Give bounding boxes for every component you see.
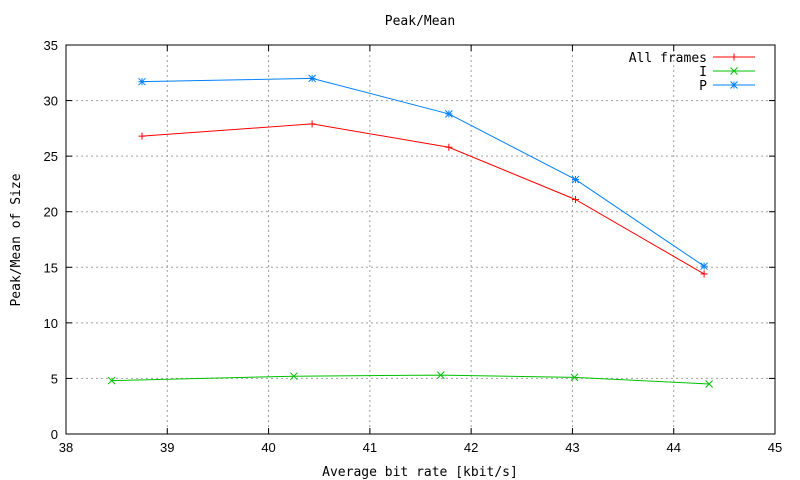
- data-point-marker: [308, 74, 316, 83]
- x-tick-label: 44: [666, 440, 680, 455]
- y-axis-label: Peak/Mean of Size: [9, 173, 24, 306]
- legend-entry: I: [699, 65, 755, 80]
- chart-title: Peak/Mean: [385, 14, 455, 29]
- data-point-marker: [570, 373, 579, 382]
- y-tick-label: 10: [44, 316, 58, 331]
- y-tick-label: 0: [51, 427, 58, 442]
- data-point-marker: [138, 77, 146, 86]
- data-point-marker: [308, 120, 316, 128]
- y-tick-label: 35: [44, 38, 58, 53]
- x-tick-label: 38: [59, 440, 73, 455]
- data-point-marker: [700, 270, 708, 278]
- series-i: [107, 371, 714, 388]
- series-line: [111, 374, 710, 385]
- data-point-marker: [730, 81, 738, 89]
- data-point-marker: [290, 372, 298, 381]
- data-point-marker: [445, 110, 453, 118]
- y-tick-label: 15: [44, 260, 58, 275]
- y-tick-label: 5: [51, 371, 58, 386]
- series-line: [141, 123, 705, 275]
- x-tick-label: 41: [363, 440, 377, 455]
- data-point-marker: [138, 132, 146, 140]
- data-point-marker: [571, 195, 579, 203]
- legend-entry: All frames: [629, 51, 755, 66]
- data-point-marker: [730, 67, 738, 75]
- y-tick-label: 25: [44, 149, 58, 164]
- x-tick-label: 40: [261, 440, 275, 455]
- x-tick-label: 43: [565, 440, 579, 455]
- axes: 38 39 40 41 42 43 44 45 0 5 10 15 20 25 30 35: [44, 38, 783, 455]
- x-tick-label: 45: [768, 440, 782, 455]
- data-point-marker: [571, 175, 580, 184]
- y-tick-label: 30: [44, 94, 58, 109]
- legend-entry: P: [699, 79, 755, 94]
- x-tick-label: 39: [160, 440, 174, 455]
- grid: [66, 45, 775, 434]
- y-tick-label: 20: [44, 205, 58, 220]
- x-axis-label: Average bit rate [kbit/s]: [322, 465, 518, 480]
- series-all-frames: [138, 120, 708, 278]
- data-point-marker: [107, 376, 116, 385]
- data-point-marker: [436, 371, 445, 379]
- series-group: [107, 74, 714, 388]
- legend-label: P: [699, 79, 707, 94]
- legend-label: All frames: [629, 51, 707, 66]
- legend-label: I: [699, 65, 707, 80]
- series-p: [138, 74, 708, 271]
- data-point-marker: [730, 53, 738, 61]
- data-point-marker: [705, 380, 714, 388]
- plot-border: [65, 44, 776, 435]
- x-tick-label: 42: [464, 440, 478, 455]
- data-point-marker: [700, 262, 708, 271]
- data-point-marker: [445, 143, 453, 151]
- series-line: [141, 77, 705, 267]
